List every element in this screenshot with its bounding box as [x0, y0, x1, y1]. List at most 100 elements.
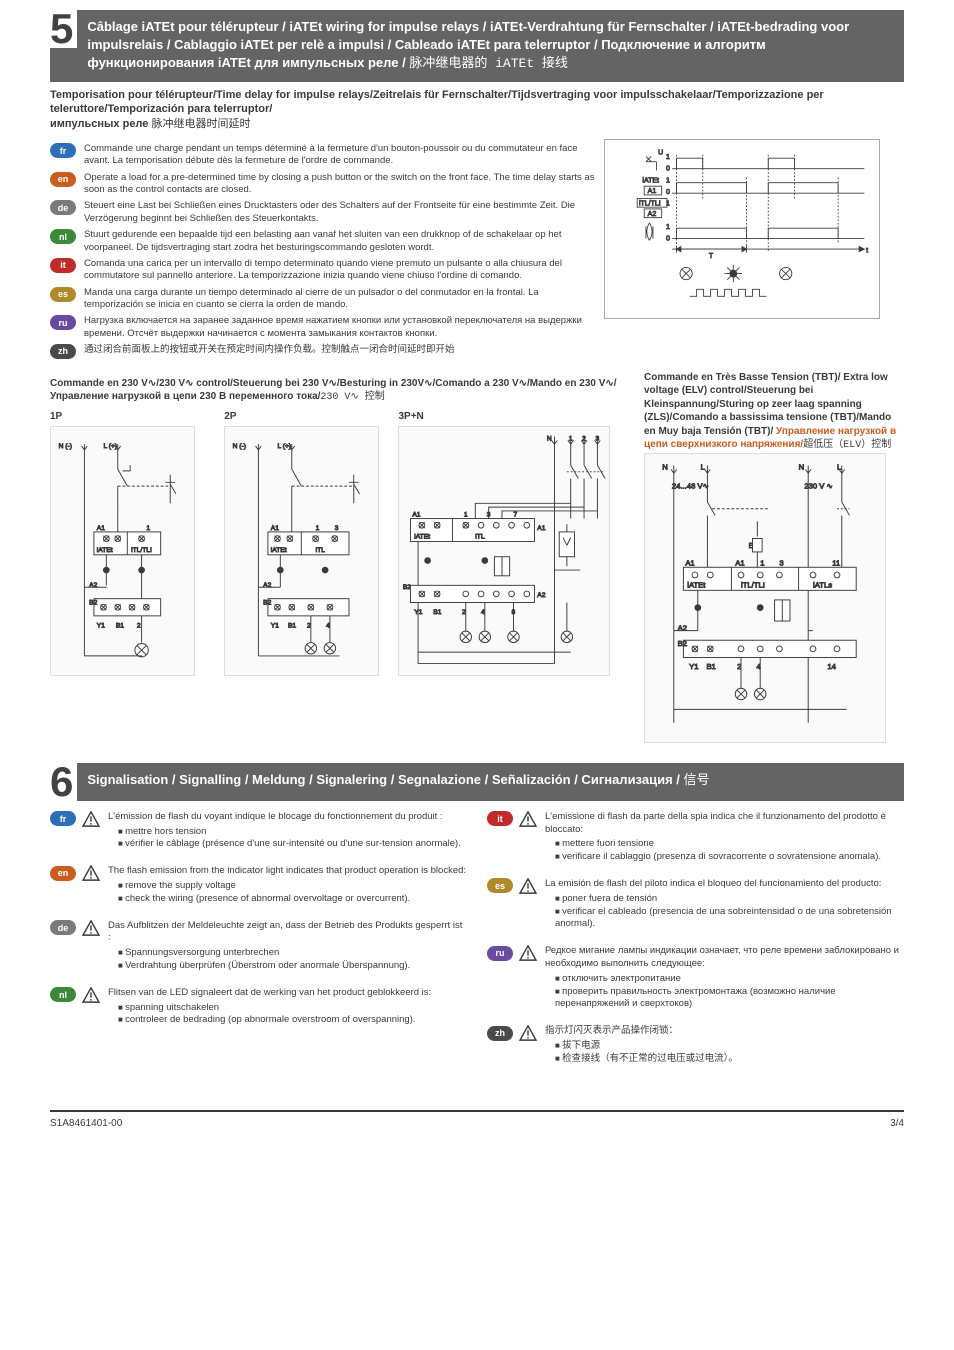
warning-icon [519, 811, 537, 827]
svg-text:1: 1 [316, 525, 320, 532]
warning-icon [519, 878, 537, 894]
desc-ru: Нагрузка включается на заранее заданное … [84, 315, 596, 340]
section6-number: 6 [50, 763, 77, 801]
timing-diagram: U 1 0 iATEt 1 0 A1 [604, 139, 880, 319]
badge-it: it [50, 258, 76, 273]
svg-text:A1: A1 [97, 525, 105, 532]
schematic-1p: 1P N (-) L (+) [50, 411, 218, 676]
descriptions-column: fr Commande une charge pendant un temps d… [50, 139, 596, 363]
svg-text:iATEt: iATEt [687, 580, 706, 589]
svg-text:A1: A1 [538, 525, 546, 532]
signalling-right-column: it L'emissione di flash da parte della s… [487, 811, 904, 1080]
warning-icon [519, 945, 537, 961]
svg-text:3: 3 [779, 558, 783, 567]
section5-header: 5 Câblage iATEt pour télérupteur / iATEt… [50, 10, 904, 82]
section5-number: 5 [50, 10, 77, 48]
sig-ru-b1: отключить электропитание [555, 973, 904, 986]
warning-icon [82, 865, 100, 881]
schematic-elv: N L N L 24...48 V∿ 230 V ∿ [644, 453, 886, 743]
sig-en-b2: check the wiring (presence of abnormal o… [118, 893, 466, 906]
svg-text:B1: B1 [706, 662, 715, 671]
svg-text:N (-): N (-) [59, 443, 72, 450]
sig-badge-ru: ru [487, 946, 513, 961]
td-iatet: iATEt [642, 178, 659, 185]
svg-text:N: N [662, 462, 668, 471]
svg-text:A2: A2 [89, 582, 97, 589]
sig-ru-b2: проверить правильность электромонтажа (в… [555, 986, 904, 1012]
lsh-zh: 230 V∿ 控制 [320, 392, 384, 403]
td-itl: iTL/TLI [639, 201, 661, 208]
sig-en-lead: The flash emission from the indicator li… [108, 865, 466, 878]
section6-title-zh: 信号 [684, 773, 710, 788]
svg-text:A1: A1 [413, 512, 421, 519]
sig-zh-lead: 指示灯闪灭表示产品操作闭锁： [545, 1025, 738, 1038]
svg-text:iTL: iTL [316, 547, 326, 554]
sig-zh-b2: 检查接线（有不正常的过电压或过电流）。 [555, 1053, 738, 1066]
badge-es: es [50, 287, 76, 302]
sig-es-b1: poner fuera de tensión [555, 893, 904, 906]
sig-it-lead: L'emissione di flash da parte della spia… [545, 811, 904, 837]
svg-text:N (-): N (-) [233, 443, 246, 450]
svg-text:B2: B2 [678, 639, 687, 648]
svg-text:1: 1 [146, 525, 150, 532]
sig-fr-lead: L'émission de flash du voyant indique le… [108, 811, 461, 824]
svg-text:Y1: Y1 [271, 622, 279, 629]
svg-text:A1: A1 [685, 558, 694, 567]
svg-text:iATEt: iATEt [415, 534, 431, 541]
badge-en: en [50, 172, 76, 187]
sig-nl-lead: Flitsen van de LED signaleert dat de wer… [108, 987, 431, 1000]
sig-ru-lead: Редкое мигание лампы индикации означает,… [545, 945, 904, 971]
sig-badge-de: de [50, 920, 76, 935]
subheader-zh: 脉冲继电器时间延时 [151, 119, 250, 131]
warning-icon [82, 920, 100, 936]
svg-text:24...48 V∿: 24...48 V∿ [672, 481, 709, 490]
svg-text:B2: B2 [89, 599, 97, 606]
subheader-main: Temporisation pour télérupteur/Time dela… [50, 89, 824, 116]
sig-es-lead: La emisión de flash del piloto indica el… [545, 878, 904, 891]
sig-es-b2: verificar el cableado (presencia de una … [555, 906, 904, 932]
svg-text:iATLs: iATLs [813, 580, 832, 589]
badge-nl: nl [50, 229, 76, 244]
sig-nl-b1: spanning uitschakelen [118, 1002, 431, 1015]
sig-en-b1: remove the supply voltage [118, 880, 466, 893]
desc-fr: Commande une charge pendant un temps dét… [84, 143, 596, 168]
svg-text:B1: B1 [116, 622, 124, 629]
svg-text:iTL/TLI: iTL/TLI [131, 547, 152, 554]
td-0d: 0 [666, 235, 670, 242]
warning-icon [82, 811, 100, 827]
left-schematic-header: Commande en 230 V∿/230 V∿ control/Steuer… [50, 377, 634, 405]
td-0b: 0 [666, 189, 670, 196]
td-U: U [658, 150, 663, 157]
svg-text:iTL/TLI: iTL/TLI [741, 580, 765, 589]
svg-text:A1: A1 [271, 525, 279, 532]
svg-text:14: 14 [827, 662, 836, 671]
badge-zh: zh [50, 344, 76, 359]
schematic-2p: 2P N (-) L (+) [224, 411, 392, 676]
sig-fr-b1: mettre hors tension [118, 826, 461, 839]
badge-de: de [50, 200, 76, 215]
page-footer: S1A8461401-00 3/4 [50, 1110, 904, 1129]
td-T: T [709, 253, 714, 260]
subheader-ru: импульсных реле [50, 118, 148, 130]
sig-it-b2: verificare il cablaggio (presenza di sov… [555, 851, 904, 864]
sig-de-b1: Spannungsversorgung unterbrechen [118, 947, 467, 960]
sig-fr-b2: vérifier le câblage (présence d'une sur-… [118, 838, 461, 851]
footer-doc: S1A8461401-00 [50, 1118, 122, 1129]
svg-text:11: 11 [832, 558, 840, 567]
td-1d: 1 [666, 224, 670, 231]
label-2p: 2P [224, 411, 392, 422]
td-A1: A1 [648, 188, 657, 195]
warning-icon [82, 987, 100, 1003]
desc-es: Manda una carga durante un tiempo determ… [84, 287, 596, 312]
section6-header: 6 Signalisation / Signalling / Meldung /… [50, 763, 904, 801]
sig-badge-zh: zh [487, 1026, 513, 1041]
warning-icon [519, 1025, 537, 1041]
svg-text:3: 3 [335, 525, 339, 532]
desc-it: Comanda una carica per un intervallo di … [84, 258, 596, 283]
svg-text:A1: A1 [735, 558, 744, 567]
section5-title-zh: 脉冲继电器的 iATEt 接线 [409, 56, 568, 71]
td-1c: 1 [666, 201, 670, 208]
sig-badge-nl: nl [50, 987, 76, 1002]
badge-fr: fr [50, 143, 76, 158]
schematic-3pn: 3P+N N 1 2 3 [398, 411, 634, 676]
